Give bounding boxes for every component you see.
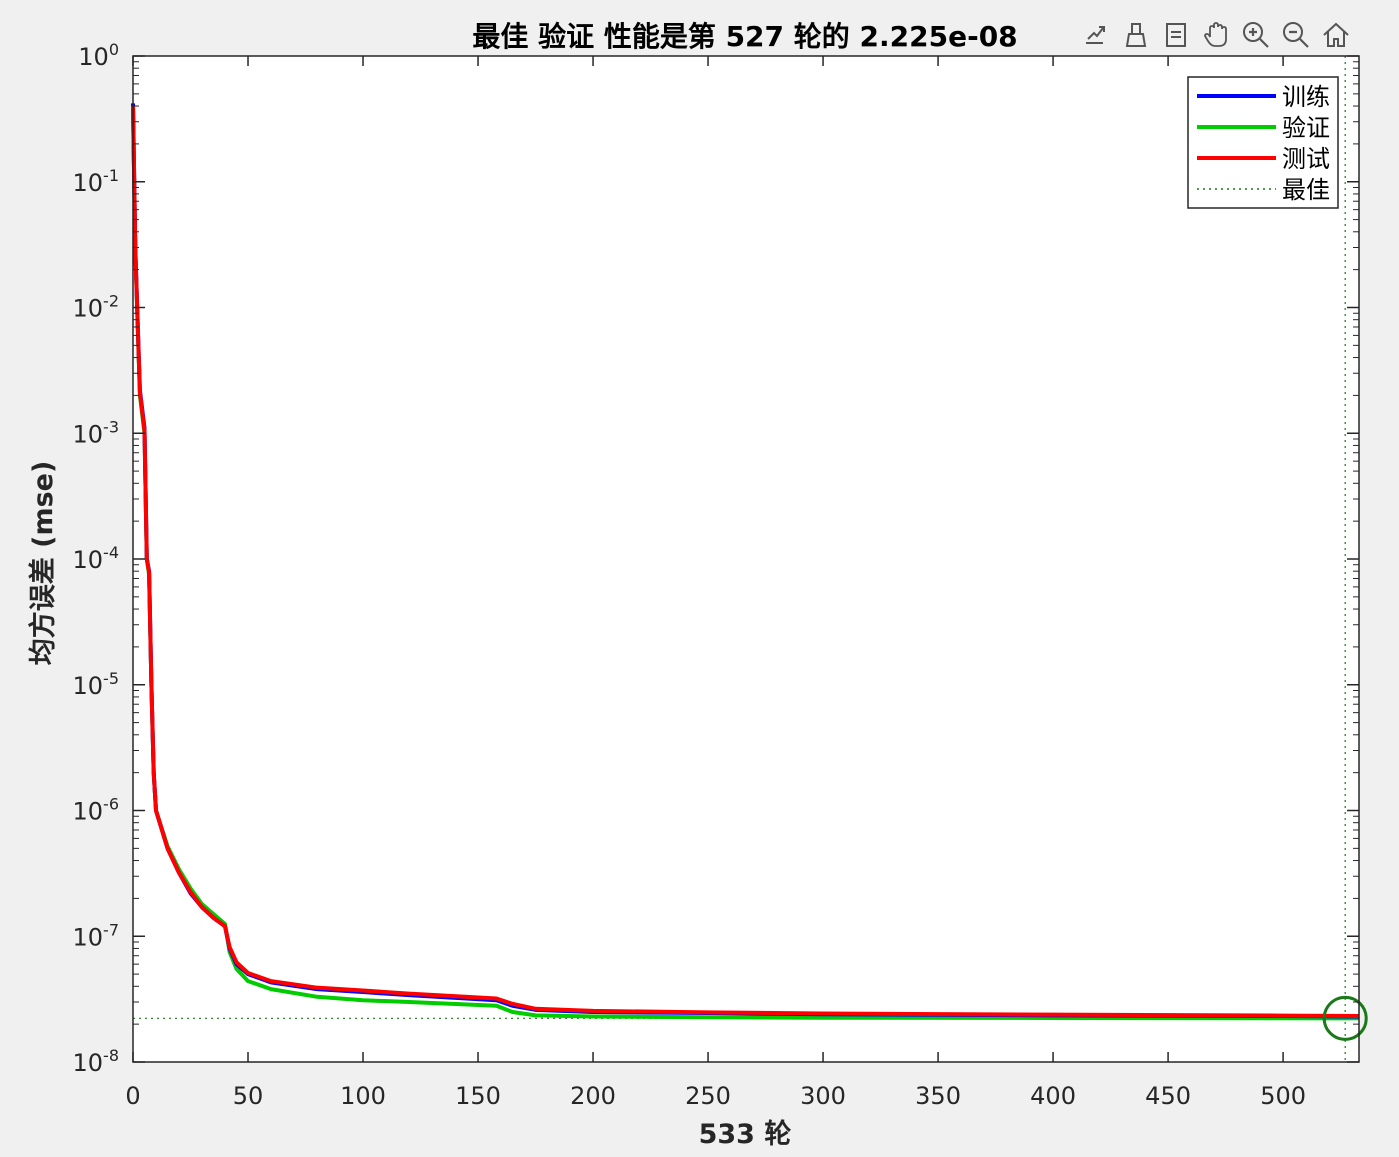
y-tick-label: 10-6 [73,795,120,826]
brush-icon[interactable] [1118,17,1154,53]
x-tick-label: 50 [233,1082,264,1110]
y-tick-label: 10-1 [73,166,120,197]
legend-label: 最佳 [1282,176,1330,204]
x-tick-label: 250 [685,1082,731,1110]
best-marker-group [1322,995,1368,1041]
x-tick-label: 100 [340,1082,386,1110]
y-axis: 100 10-1 10-2 10-3 10-4 10-5 10-6 10-7 10-8 [73,40,1359,1077]
x-tick-label: 0 [125,1082,140,1110]
x-tick-label: 350 [915,1082,961,1110]
y-tick-label: 10-5 [73,669,120,700]
y-axis-label: 均方误差 (mse) [27,461,59,666]
x-tick-label: 200 [570,1082,616,1110]
pan-icon[interactable] [1198,17,1234,53]
x-axis-label: 533 轮 [699,1119,792,1150]
zoom-out-icon[interactable] [1278,17,1314,53]
axes-toolbar [1078,16,1354,54]
x-tick-label: 300 [800,1082,846,1110]
chart-title: 最佳 验证 性能是第 527 轮的 2.225e-08 [472,20,1017,53]
y-tick-label: 10-4 [73,543,120,574]
y-tick-label: 10-7 [73,920,120,951]
home-icon[interactable] [1318,17,1354,53]
x-tick-label: 450 [1145,1082,1191,1110]
export-icon[interactable] [1078,17,1114,53]
x-tick-label: 500 [1260,1082,1306,1110]
x-axis: 0 50 100 150 200 250 300 350 400 450 500 [125,56,1306,1110]
y-tick-label: 10-3 [73,417,120,448]
legend-label: 测试 [1282,145,1330,173]
x-tick-label: 150 [455,1082,501,1110]
legend-label: 训练 [1282,83,1330,111]
x-tick-label: 400 [1030,1082,1076,1110]
datatips-icon[interactable] [1158,17,1194,53]
legend-label: 验证 [1282,114,1330,142]
y-tick-label: 100 [78,40,119,71]
legend-box [1187,76,1339,209]
series-group [131,103,1360,1021]
best-marker [1322,995,1368,1041]
y-tick-label: 10-2 [73,292,120,323]
series-line-test [131,106,1360,1019]
plot-area [133,56,1359,1062]
y-tick-label: 10-8 [73,1046,120,1077]
zoom-in-icon[interactable] [1238,17,1274,53]
